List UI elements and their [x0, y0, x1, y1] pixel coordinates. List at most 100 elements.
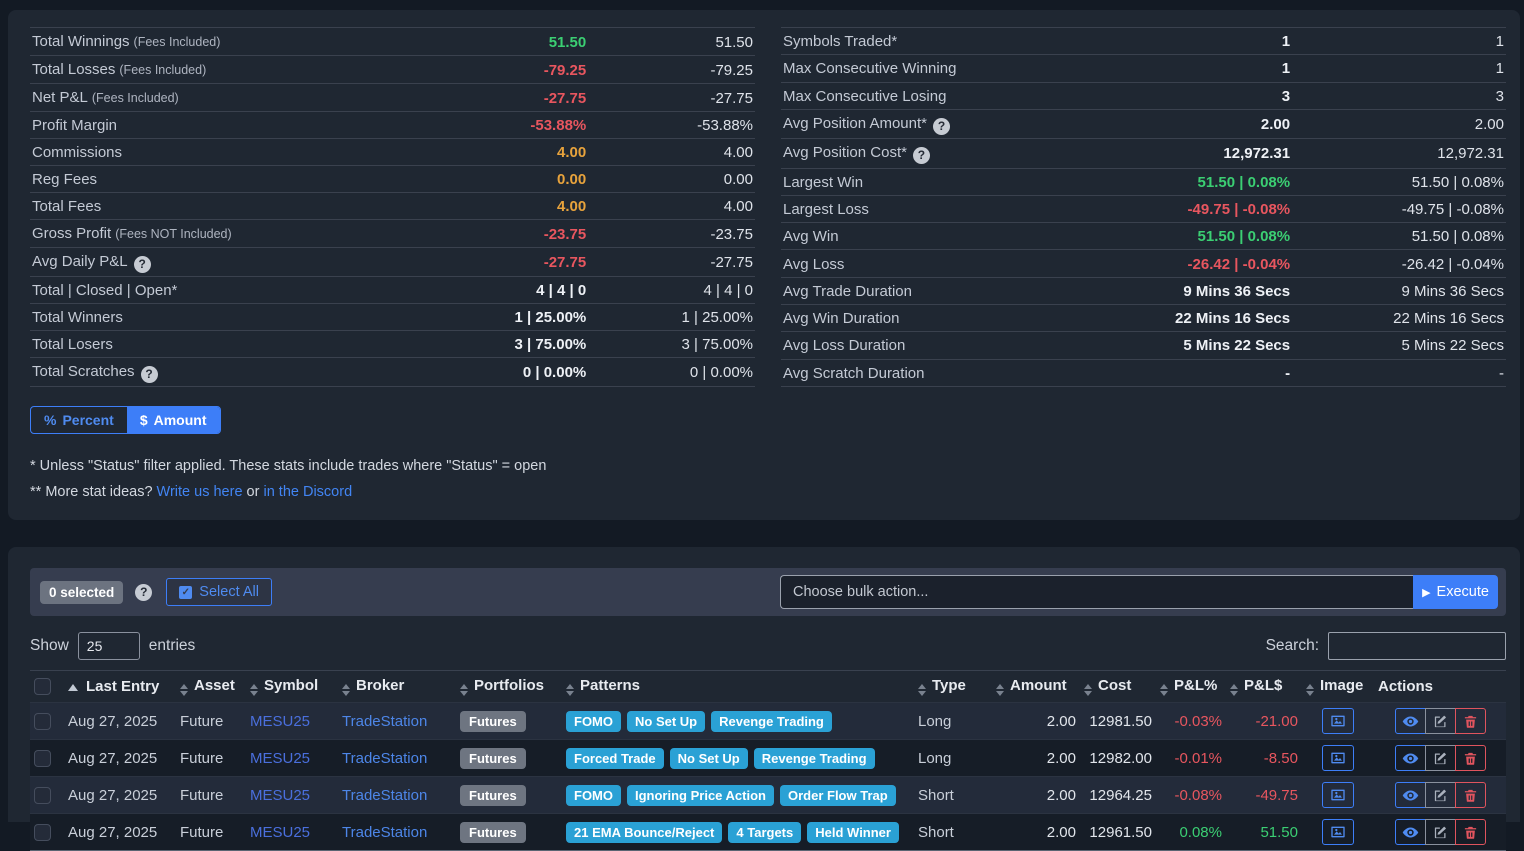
delete-trade-button[interactable]: [1454, 708, 1486, 734]
image-button[interactable]: [1322, 782, 1354, 808]
select-all-button[interactable]: ✓ Select All: [166, 578, 272, 606]
trade-symbol-link[interactable]: MESU25: [246, 702, 338, 740]
stat-value-secondary: -27.75: [588, 247, 755, 277]
table-controls: Show entries Search:: [30, 632, 1506, 660]
stat-value-secondary: 51.50 | 0.08%: [1292, 168, 1506, 196]
trade-asset: Future: [176, 813, 246, 851]
column-header-last-entry[interactable]: Last Entry: [64, 670, 176, 703]
stat-row: Avg Win Duration 22 Mins 16 Secs 22 Mins 1…: [781, 304, 1506, 333]
trade-broker-link[interactable]: TradeStation: [338, 702, 456, 740]
column-header-p-l-[interactable]: P&L%: [1156, 670, 1226, 703]
stat-row: Avg Position Amount*? 2.00 2.00: [781, 109, 1506, 140]
column-header-p-l-[interactable]: P&L$: [1226, 670, 1302, 703]
actions-group: [1394, 819, 1486, 845]
view-trade-button[interactable]: [1394, 745, 1426, 771]
edit-trade-button[interactable]: [1424, 745, 1456, 771]
execute-button[interactable]: ▶ Execute: [1413, 575, 1498, 609]
image-button[interactable]: [1322, 745, 1354, 771]
trade-broker-link[interactable]: TradeStation: [338, 739, 456, 777]
stat-value-secondary: 51.50 | 0.08%: [1292, 222, 1506, 251]
percent-label: Percent: [62, 412, 114, 428]
trade-symbol-link[interactable]: MESU25: [246, 739, 338, 777]
sort-icon: [1306, 684, 1314, 696]
stat-label: Reg Fees: [32, 171, 98, 188]
pattern-badge[interactable]: Forced Trade: [566, 747, 664, 769]
column-header-broker[interactable]: Broker: [338, 670, 456, 703]
stats-table-left: Total Winnings (Fees Included) 51.50 51.50 T…: [30, 27, 755, 387]
trade-pl-percent: 0.08%: [1156, 813, 1226, 851]
row-checkbox[interactable]: [34, 712, 51, 730]
bulk-action-input[interactable]: [780, 575, 1413, 609]
delete-trade-button[interactable]: [1454, 782, 1486, 808]
image-button[interactable]: [1322, 819, 1354, 845]
edit-trade-button[interactable]: [1424, 819, 1456, 845]
search-input[interactable]: [1328, 632, 1506, 660]
pattern-badge[interactable]: No Set Up: [669, 747, 748, 769]
trade-pl-percent: -0.08%: [1156, 776, 1226, 814]
sort-icon: [918, 684, 926, 696]
column-header-portfolios[interactable]: Portfolios: [456, 670, 562, 703]
edit-trade-button[interactable]: [1424, 782, 1456, 808]
delete-trade-button[interactable]: [1454, 819, 1486, 845]
stat-value-primary: -53.88%: [428, 111, 589, 139]
play-icon: ▶: [1422, 586, 1431, 599]
column-header-patterns[interactable]: Patterns: [562, 670, 914, 703]
row-checkbox[interactable]: [34, 749, 51, 767]
eye-icon: [1402, 790, 1418, 800]
pattern-badge[interactable]: Held Winner: [807, 821, 899, 843]
pattern-badge[interactable]: No Set Up: [627, 710, 706, 732]
discord-link[interactable]: in the Discord: [263, 484, 353, 500]
help-icon[interactable]: ?: [140, 366, 158, 383]
help-icon[interactable]: ?: [932, 118, 950, 136]
amount-toggle-button[interactable]: $ Amount: [126, 407, 220, 433]
column-header-amount[interactable]: Amount: [992, 670, 1080, 703]
trade-type: Short: [914, 813, 992, 851]
pattern-badge[interactable]: 4 Targets: [728, 821, 802, 843]
stat-label-cell: Total Scratches?: [30, 357, 429, 387]
view-trade-button[interactable]: [1394, 819, 1426, 845]
column-header-symbol[interactable]: Symbol: [246, 670, 338, 703]
row-checkbox-cell: [30, 739, 64, 777]
column-header-type[interactable]: Type: [914, 670, 992, 703]
sort-icon: [1230, 684, 1238, 696]
edit-trade-button[interactable]: [1424, 708, 1456, 734]
execute-label: Execute: [1436, 584, 1489, 600]
row-checkbox[interactable]: [34, 786, 51, 804]
trade-symbol-link[interactable]: MESU25: [246, 776, 338, 814]
view-trade-button[interactable]: [1394, 708, 1426, 734]
trade-symbol-link[interactable]: MESU25: [246, 813, 338, 851]
stat-label-cell: Avg Win: [781, 222, 1129, 251]
bulk-help-icon[interactable]: ?: [135, 583, 153, 601]
view-trade-button[interactable]: [1394, 782, 1426, 808]
stats-table-right: Symbols Traded* 1 1 Max Consecutive Winning…: [781, 26, 1506, 388]
trade-amount: 2.00: [992, 739, 1080, 777]
column-header-actions[interactable]: Actions: [1374, 670, 1506, 703]
column-header-asset[interactable]: Asset: [176, 670, 246, 703]
image-button[interactable]: [1322, 708, 1354, 734]
write-us-link[interactable]: Write us here: [156, 484, 243, 500]
pattern-badge[interactable]: Revenge Trading: [711, 710, 832, 732]
trade-image-cell: [1302, 813, 1374, 851]
pattern-badge[interactable]: FOMO: [566, 710, 621, 732]
help-icon[interactable]: ?: [133, 256, 151, 273]
trade-broker-link[interactable]: TradeStation: [338, 813, 456, 851]
stat-row: Avg Loss -26.42 | -0.04% -26.42 | -0.04%: [781, 249, 1506, 278]
pattern-badge[interactable]: Ignoring Price Action: [627, 784, 774, 806]
column-header-cost[interactable]: Cost: [1080, 670, 1156, 703]
stat-label-cell: Avg Trade Duration: [781, 277, 1129, 306]
help-icon[interactable]: ?: [912, 147, 930, 165]
page-size-input[interactable]: [77, 632, 140, 660]
pattern-badge[interactable]: Order Flow Trap: [779, 784, 896, 806]
pattern-badge[interactable]: Revenge Trading: [753, 747, 875, 769]
trade-broker-link[interactable]: TradeStation: [338, 776, 456, 814]
percent-toggle-button[interactable]: % Percent: [31, 407, 127, 433]
column-header-image[interactable]: Image: [1302, 670, 1374, 703]
delete-trade-button[interactable]: [1454, 745, 1486, 771]
pattern-badge[interactable]: 21 EMA Bounce/Reject: [566, 821, 723, 843]
bulk-action-bar: 0 selected ? ✓ Select All ▶ Execute: [30, 568, 1506, 616]
row-checkbox[interactable]: [34, 823, 51, 841]
pattern-badge[interactable]: FOMO: [566, 784, 621, 806]
stat-value-secondary: 1: [1292, 54, 1506, 83]
select-all-checkbox[interactable]: [34, 678, 51, 696]
